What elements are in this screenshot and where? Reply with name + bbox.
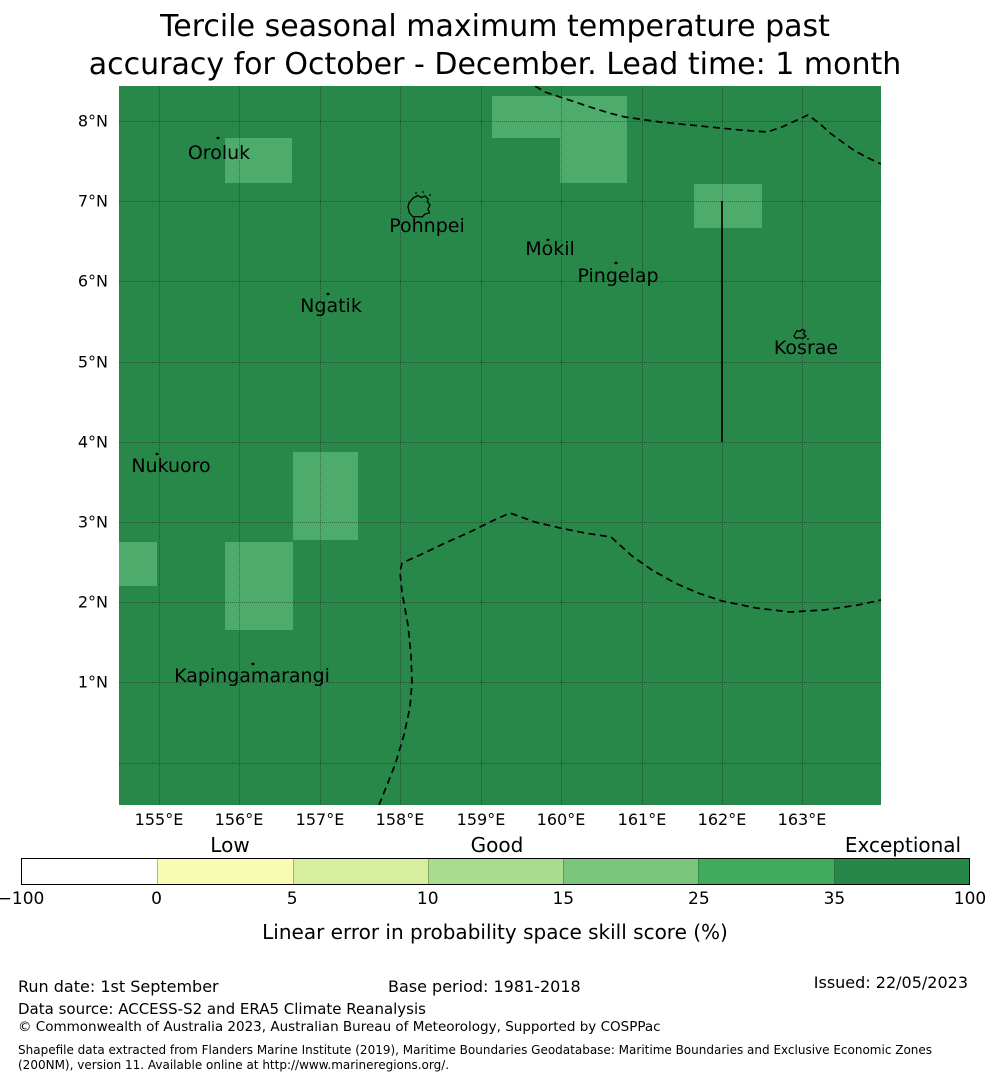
x-tick-label: 161°E [617,810,667,829]
chart-title-line2: accuracy for October - December. Lead ti… [88,47,902,82]
colorbar-tick-label: 5 [286,889,298,909]
colorbar-caption: Linear error in probability space skill … [262,920,728,944]
island-marker-mokil [546,238,550,242]
colorbar-tick-label: 25 [688,889,710,909]
colorbar-category-low: Low [210,833,250,857]
gridline-parallel [119,682,881,683]
y-tick-label: 6°N [77,271,108,291]
gridline-parallel [119,201,881,202]
island-outline-pohnpei [407,194,431,218]
island-marker-nukuoro [155,452,159,456]
island-marker-ngatik [326,292,330,296]
y-tick-label: 1°N [77,672,108,692]
colorbar-tick-label: 15 [552,889,575,909]
colorbar-tick-label: 0 [151,889,162,909]
copyright-text: © Commonwealth of Australia 2023, Austra… [18,1019,661,1035]
colorbar [21,858,970,885]
eez-boundary-north [534,86,881,165]
x-tick-label: 160°E [536,810,586,829]
colorbar-category-good: Good [470,833,524,857]
colorbar-tick-label: 35 [823,889,846,909]
colorbar-tick-label: 100 [953,889,987,909]
skill-patch-cell-162e [694,184,762,228]
island-outline-kosrae [793,328,807,340]
gridline-meridian [400,86,401,805]
colorbar-segment-3 [427,859,564,884]
x-tick-label: 158°E [375,810,425,829]
islet-dot-pohnpei [429,194,431,196]
islet-dot-pohnpei [422,191,424,193]
island-label-pingelap: Pingelap [577,265,659,287]
gridline-meridian [159,86,160,805]
colorbar-category-exceptional: Exceptional [844,833,962,857]
colorbar-segment-0 [22,859,158,884]
skill-patch-cell-west-edge [119,542,157,586]
skill-patch-cell-north-b [560,96,627,183]
y-tick-label: 4°N [77,432,108,452]
island-label-kosrae: Kosrae [773,337,839,359]
gridline-meridian [320,86,321,805]
island-label-nukuoro: Nukuoro [131,455,211,477]
colorbar-segment-5 [698,859,834,884]
y-tick-label: 5°N [77,352,108,372]
chart-title-line1: Tercile seasonal maximum temperature pas… [160,9,830,44]
x-tick-label: 155°E [134,810,184,829]
colorbar-tick-label: 10 [416,889,439,909]
gridline-parallel [119,763,881,764]
gridline-parallel [119,522,881,523]
skill-patch-cell-nukuoro [293,452,358,540]
shapefile-text-1: Shapefile data extracted from Flanders M… [18,1043,933,1057]
map-overlay [155,86,881,805]
gridline-parallel [119,281,881,282]
gridline-meridian [239,86,240,805]
eez-boundary-south [378,512,881,805]
island-label-mokil: Mokil [525,238,575,260]
run-date-text: Run date: 1st September [18,977,219,996]
gridline-meridian [722,86,723,805]
issued-text: Issued: 22/05/2023 [813,973,968,992]
colorbar-segment-2 [292,859,428,884]
gridline-parallel [119,442,881,443]
chart-title: Tercile seasonal maximum temperature pas… [0,8,990,84]
island-label-kapingamarangi: Kapingamarangi [174,665,330,687]
x-tick-label: 162°E [697,810,747,829]
x-tick-label: 156°E [214,810,264,829]
islet-dot-kosrae [807,338,809,340]
data-source-text: Data source: ACCESS-S2 and ERA5 Climate … [18,1000,426,1018]
island-label-pohnpei: Pohnpei [389,215,465,237]
island-label-oroluk: Oroluk [187,142,251,164]
map-plot: Oroluk Pohnpei Mokil Pingelap Ngatik Kosrae Nu… [119,86,881,805]
x-tick-label: 159°E [456,810,506,829]
colorbar-segment-1 [157,859,293,884]
islet-dot-pohnpei [415,192,417,194]
x-tick-label: 163°E [777,810,827,829]
colorbar-segment-6 [833,859,969,884]
y-tick-label: 7°N [77,191,108,211]
skill-patch-cell-south-mid [225,542,293,630]
gridline-meridian [481,86,482,805]
x-tick-label: 157°E [295,810,345,829]
gridline-parallel [119,602,881,603]
gridline-meridian [561,86,562,805]
skill-patch-cell-north-a [492,96,560,138]
island-marker-oroluk [216,136,220,140]
gridline-meridian [642,86,643,805]
gridline-meridian [802,86,803,805]
base-period-text: Base period: 1981-2018 [388,977,581,996]
island-marker-kapingamarangi [251,662,255,666]
gridline-parallel [119,121,881,122]
y-tick-label: 8°N [77,111,108,131]
y-tick-label: 2°N [77,592,108,612]
shapefile-text-2: (200NM), version 11. Available online at… [18,1058,450,1072]
colorbar-segment-4 [563,859,699,884]
island-label-ngatik: Ngatik [300,295,362,317]
y-tick-label: 3°N [77,512,108,532]
gridline-parallel [119,362,881,363]
colorbar-tick-label: −100 [0,889,45,909]
skill-patch-cell-oroluk [225,138,292,183]
island-marker-pingelap [614,261,618,265]
